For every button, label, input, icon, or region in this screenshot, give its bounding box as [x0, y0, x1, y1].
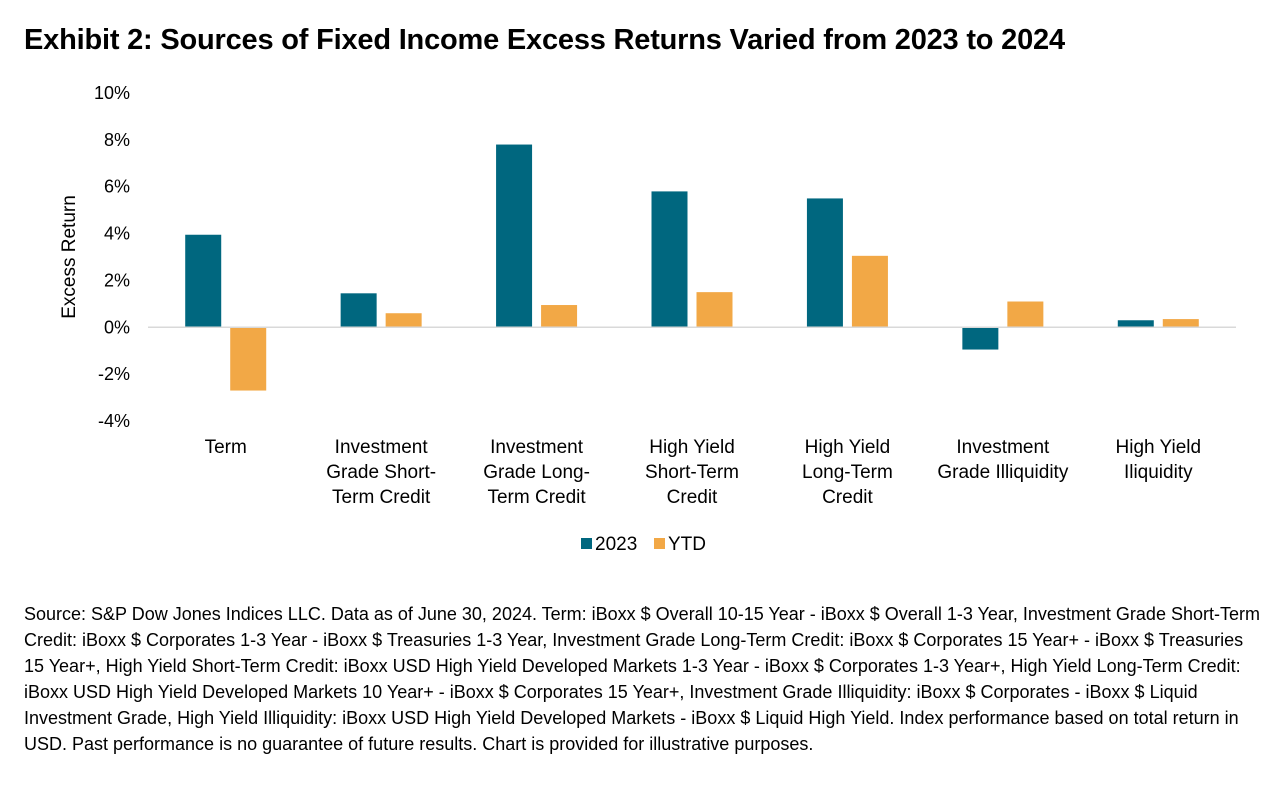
bar-2023-3 [651, 191, 688, 328]
category-label-1: Investment Grade Short-Term Credit [326, 437, 436, 508]
legend-swatch-2023 [581, 538, 592, 549]
bar-ytd-4 [851, 255, 888, 328]
y-tick-label: -2% [98, 364, 130, 384]
bar-chart: 10% 8% 6% 4% 2% 0% -2% -4% Term Investment Grade … [59, 83, 1236, 555]
legend: 2023 YTD [581, 534, 706, 555]
bar-ytd-0 [230, 327, 267, 391]
category-label-4: High Yield Long-Term Credit [802, 437, 893, 508]
category-label-5: Investment Grade Illiquidity [937, 437, 1068, 483]
bar-ytd-2 [541, 305, 578, 328]
bar-ytd-1 [385, 313, 422, 328]
bar-2023-5 [962, 327, 999, 350]
chart-title: Exhibit 2: Sources of Fixed Income Exces… [24, 24, 1065, 56]
legend-label-2023: 2023 [595, 534, 637, 555]
y-tick-label: 0% [104, 317, 130, 337]
bar-2023-2 [496, 144, 533, 328]
category-label-6: High Yield Iliquidity [1116, 437, 1202, 483]
bar-2023-1 [340, 293, 377, 328]
legend-label-ytd: YTD [668, 534, 706, 555]
y-tick-label: 10% [94, 83, 130, 103]
bar-2023-0 [185, 234, 222, 328]
bar-ytd-5 [1007, 301, 1044, 328]
y-axis-title: Excess Return [59, 195, 80, 319]
y-tick-label: -4% [98, 411, 130, 431]
bar-2023-4 [806, 198, 843, 328]
category-label-3: High Yield Short-Term Credit [645, 437, 739, 508]
y-tick-label: 6% [104, 177, 130, 197]
bar-ytd-6 [1162, 319, 1199, 328]
category-label-0: Term [205, 437, 247, 458]
category-labels: Term Investment Grade Short-Term Credit Inv… [205, 437, 1201, 508]
bar-ytd-3 [696, 292, 733, 328]
y-axis-ticks: 10% 8% 6% 4% 2% 0% -2% -4% [94, 83, 130, 431]
y-tick-label: 2% [104, 270, 130, 290]
source-note: Source: S&P Dow Jones Indices LLC. Data … [24, 604, 1260, 754]
y-tick-label: 4% [104, 224, 130, 244]
legend-swatch-ytd [654, 538, 665, 549]
bars-group [185, 144, 1199, 391]
bar-2023-6 [1117, 320, 1154, 328]
category-label-2: Investment Grade Long-Term Credit [483, 437, 590, 508]
y-tick-label: 8% [104, 130, 130, 150]
